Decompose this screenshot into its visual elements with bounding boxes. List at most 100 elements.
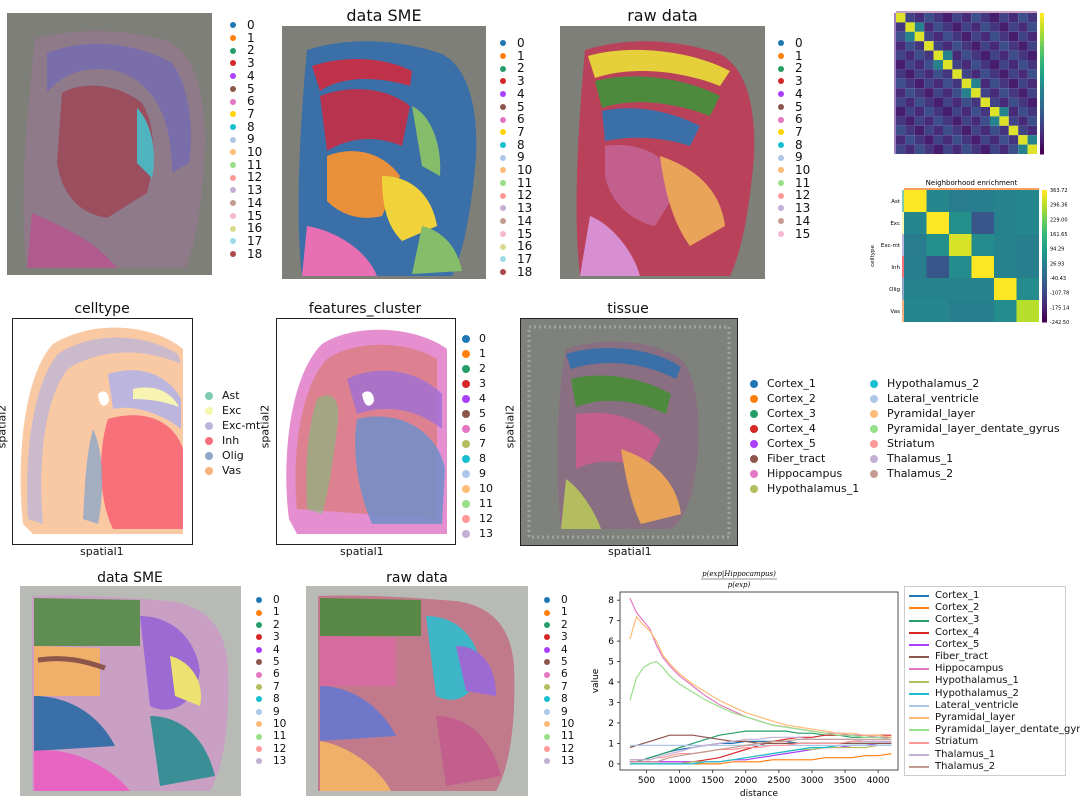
colorbar-tick: -175.14 bbox=[1050, 305, 1069, 311]
heatmap-small-cell bbox=[905, 41, 915, 51]
heatmap-small-cell bbox=[980, 144, 990, 154]
line-legend-swatch bbox=[909, 729, 929, 732]
legend-label: 15 bbox=[247, 208, 263, 223]
heatmap-small-colorbar bbox=[1040, 116, 1044, 122]
colorbar-segment bbox=[1042, 272, 1047, 277]
y-tick-label: 2 bbox=[608, 719, 614, 729]
legend-marker bbox=[750, 394, 758, 403]
legend-label: 8 bbox=[561, 693, 568, 706]
heatmap-row-color bbox=[902, 234, 904, 256]
legend-label: 2 bbox=[795, 61, 803, 76]
heatmap-small-cell bbox=[896, 41, 906, 51]
heatmap-cell bbox=[994, 212, 1017, 234]
legend-item: Cortex_5 bbox=[750, 436, 859, 451]
heatmap-small-cell bbox=[1008, 50, 1019, 60]
legend-label: Cortex_2 bbox=[767, 392, 816, 405]
legend-label: 14 bbox=[517, 213, 533, 228]
heatmap-small-cell bbox=[971, 78, 981, 89]
legend-label: 3 bbox=[479, 377, 486, 390]
line-legend-item: Hippocampus bbox=[909, 663, 1061, 675]
legend-marker bbox=[230, 73, 236, 80]
legend-marker bbox=[256, 609, 262, 616]
legend-marker bbox=[462, 454, 470, 463]
heatmap-small-colorbar bbox=[1040, 83, 1044, 89]
legend-item: 2 bbox=[778, 62, 810, 75]
legend-marker bbox=[870, 469, 878, 478]
heatmap-small-cell bbox=[943, 135, 953, 145]
legend-celltype: Ast Exc Exc-mt Inh Olig Vas bbox=[205, 388, 260, 478]
legend-label: Cortex_4 bbox=[767, 422, 816, 435]
heatmap-cell bbox=[926, 278, 949, 300]
heatmap-small-cell bbox=[1027, 116, 1037, 126]
legend-item: 10 bbox=[778, 164, 810, 177]
legend-marker bbox=[462, 439, 470, 448]
heatmap-small-cell bbox=[971, 13, 981, 23]
heatmap-small-cell bbox=[933, 41, 943, 51]
heatmap-small-cell bbox=[999, 50, 1009, 60]
legend-item: Pyramidal_layer_dentate_gyrus bbox=[870, 421, 1060, 436]
heatmap-small-colorbar bbox=[1040, 88, 1044, 94]
line-legend-label: Lateral_ventricle bbox=[935, 699, 1019, 711]
legend-label: 18 bbox=[247, 246, 263, 261]
colorbar-tick: 94.29 bbox=[1050, 247, 1064, 253]
legend-item: 1 bbox=[256, 606, 286, 618]
legend-tissue-col1: Cortex_1 Cortex_2 Cortex_3 Cortex_4 Cortex_5… bbox=[750, 376, 859, 496]
legend-item: 8 bbox=[778, 138, 810, 152]
legend-item: 8 bbox=[230, 120, 262, 134]
heatmap-small-cell bbox=[924, 107, 934, 117]
colorbar-segment bbox=[1042, 246, 1047, 250]
legend-marker bbox=[230, 162, 236, 169]
legend-marker bbox=[230, 85, 236, 92]
heatmap-small-cell bbox=[1027, 88, 1037, 98]
legend-label: Exc bbox=[222, 404, 242, 417]
heatmap-small-colorbar bbox=[1040, 144, 1044, 150]
heatmap-small-cell bbox=[961, 125, 972, 136]
legend-item: 10 bbox=[544, 718, 574, 730]
heatmap-small-cell bbox=[990, 78, 1000, 89]
legend-item: Inh bbox=[205, 433, 260, 448]
heatmap-top-bar bbox=[904, 188, 1039, 190]
legend-item: 15 bbox=[500, 227, 532, 241]
legend-item: 1 bbox=[500, 49, 532, 63]
heatmap-row-color bbox=[902, 212, 904, 234]
heatmap-row-label: Vas bbox=[890, 309, 900, 315]
legend-label: 5 bbox=[517, 99, 525, 114]
heatmap-small-cell bbox=[896, 116, 906, 126]
heatmap-small-cell bbox=[914, 78, 925, 89]
heatmap-small-colorbar bbox=[1040, 97, 1044, 103]
line-legend-label: Fiber_tract bbox=[935, 651, 988, 663]
heatmap-small-cell bbox=[952, 69, 962, 79]
legend-item: 6 bbox=[544, 668, 574, 680]
heatmap-cell bbox=[949, 212, 972, 234]
legend-marker bbox=[544, 634, 550, 641]
legend-label: Cortex_1 bbox=[767, 377, 816, 390]
line-legend-swatch bbox=[909, 595, 929, 598]
legend-marker bbox=[462, 334, 470, 343]
heatmap-small-cell bbox=[1008, 41, 1019, 51]
colorbar-segment bbox=[1042, 298, 1047, 303]
heatmap-cell bbox=[1016, 190, 1039, 212]
heatmap-small-cell bbox=[999, 97, 1009, 107]
heatmap-small-cell bbox=[990, 107, 1000, 117]
heatmap-small-cell bbox=[1027, 22, 1037, 32]
legend-item: 9 bbox=[500, 151, 532, 164]
heatmap-small-cell bbox=[1018, 78, 1028, 89]
heatmap-small-colorbar bbox=[1040, 22, 1044, 28]
heatmap-small-cell bbox=[914, 50, 925, 60]
heatmap-small-cell bbox=[1008, 135, 1019, 145]
heatmap-cell bbox=[994, 190, 1017, 212]
legend-marker bbox=[230, 123, 236, 130]
heatmap-small-side-bar bbox=[894, 13, 896, 154]
legend-marker bbox=[462, 424, 470, 433]
heatmap-small-cell bbox=[896, 13, 906, 23]
colorbar-tick: 26.93 bbox=[1050, 261, 1064, 267]
heatmap-small-colorbar bbox=[1040, 107, 1044, 113]
heatmap-small-cell bbox=[1008, 144, 1019, 154]
heatmap-small-cell bbox=[1008, 88, 1019, 98]
heatmap-small-cell bbox=[943, 60, 953, 70]
legend-label: Pyramidal_layer_dentate_gyrus bbox=[887, 422, 1060, 435]
legend-label: 17 bbox=[247, 233, 263, 248]
legend-item: 0 bbox=[544, 594, 574, 606]
legend-label: 7 bbox=[247, 106, 255, 121]
heatmap-small-cell bbox=[943, 41, 953, 51]
